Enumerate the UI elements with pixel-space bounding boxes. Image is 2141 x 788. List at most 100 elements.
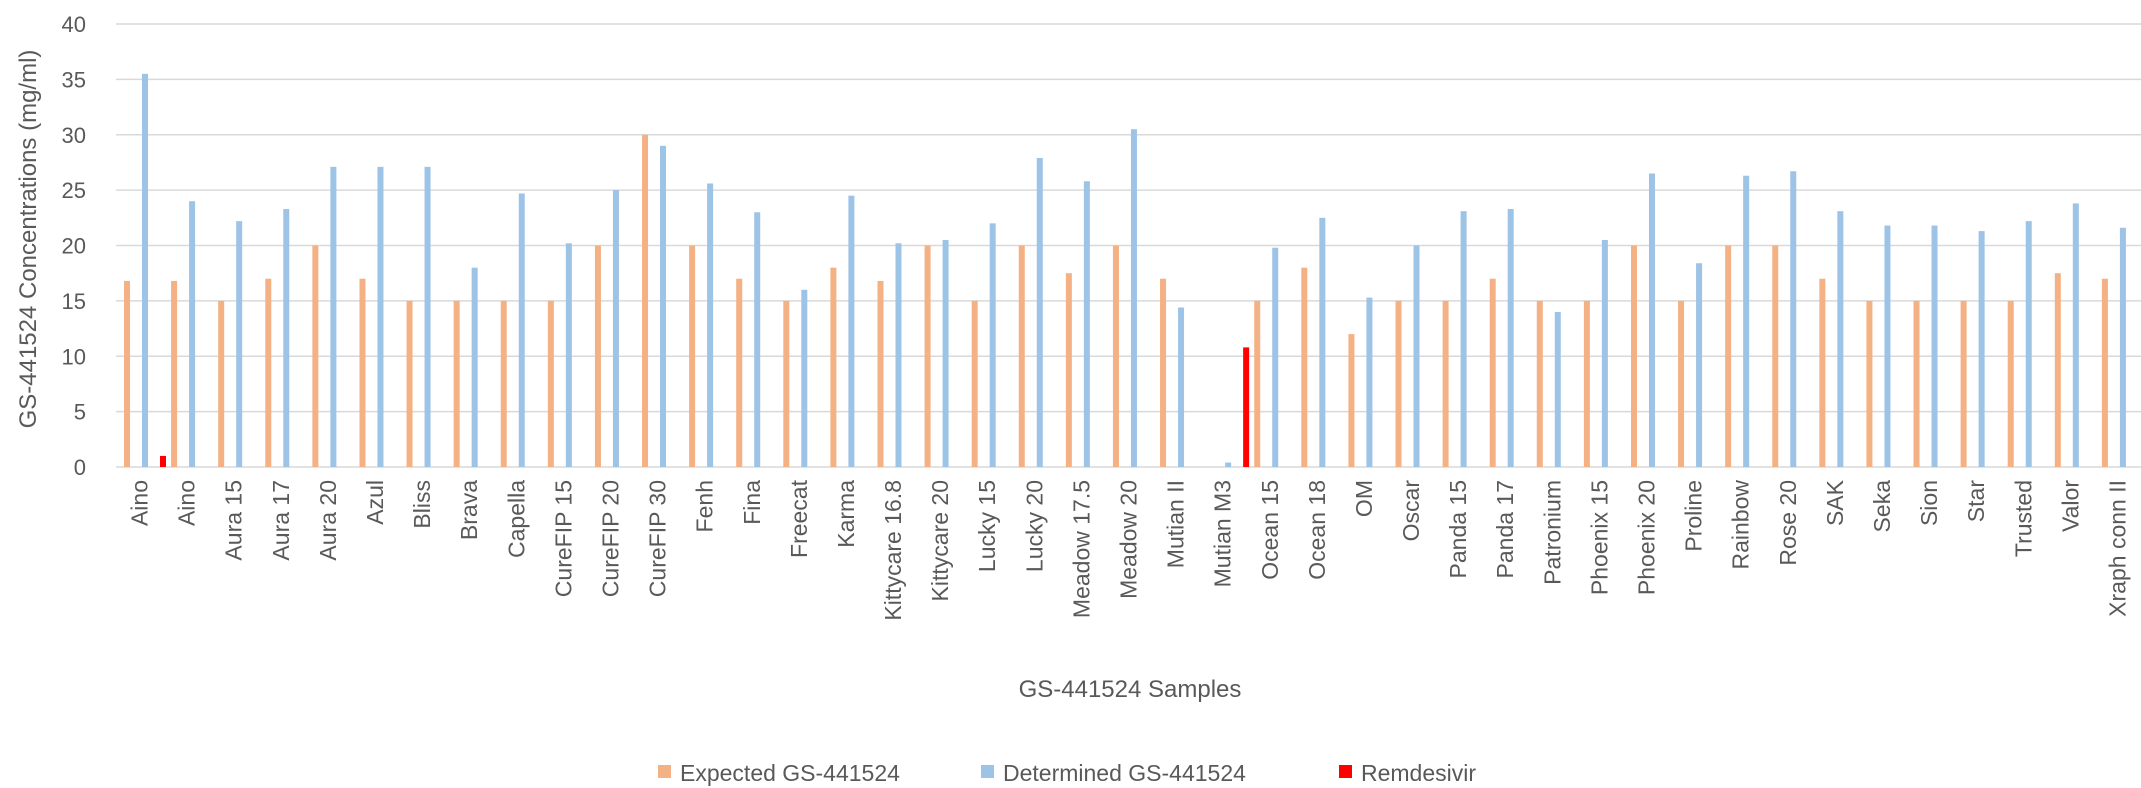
x-category-label: Panda 17	[1492, 480, 1518, 578]
bar-expected-gs-441524	[971, 300, 978, 467]
x-category-label: Aino	[127, 480, 153, 526]
bar-expected-gs-441524	[736, 278, 743, 467]
x-category-label: Mutian M3	[1210, 480, 1236, 587]
x-category-label: Meadow 17.5	[1068, 480, 1094, 618]
y-tick-label: 40	[62, 12, 86, 37]
x-category-label: Sion	[1916, 480, 1942, 526]
bar-expected-gs-441524	[265, 278, 272, 467]
bar-determined-gs-441524	[895, 243, 902, 467]
x-category-label: SAK	[1822, 479, 1848, 526]
bar-determined-gs-441524	[424, 166, 431, 467]
bar-determined-gs-441524	[518, 193, 525, 467]
bar-determined-gs-441524	[377, 166, 384, 467]
x-category-label: Star	[1963, 480, 1989, 523]
bar-determined-gs-441524	[565, 243, 572, 467]
x-category-label: Panda 15	[1445, 480, 1471, 578]
bar-determined-gs-441524	[1272, 247, 1279, 467]
x-category-label: Valor	[2057, 480, 2083, 532]
legend-label: Remdesivir	[1361, 760, 1476, 786]
y-axis-ticks: 0 5 10 15 20 25 30 35 40	[62, 12, 86, 480]
bar-expected-gs-441524	[500, 300, 507, 467]
x-category-label: Bliss	[409, 480, 435, 529]
x-category-label: Patronium	[1539, 480, 1565, 585]
y-axis-title: GS-441524 Concentrations (mg/ml)	[15, 50, 42, 429]
gridlines	[116, 23, 2141, 468]
x-category-label: Proline	[1681, 480, 1707, 552]
bar-expected-gs-441524	[1725, 245, 1732, 467]
bar-determined-gs-441524	[1366, 297, 1373, 467]
legend-swatch	[981, 765, 994, 778]
bar-expected-gs-441524	[1772, 245, 1779, 467]
x-category-label: Fina	[739, 480, 765, 525]
x-category-label: Trusted	[2010, 480, 2036, 557]
legend-label: Determined GS-441524	[1003, 760, 1246, 786]
x-category-label: Phoenix 20	[1634, 480, 1660, 595]
x-category-label: CureFIP 30	[645, 480, 671, 597]
x-category-label: Seka	[1869, 480, 1895, 533]
bar-expected-gs-441524	[783, 300, 790, 467]
y-tick-label: 15	[62, 289, 86, 314]
bar-expected-gs-441524	[2007, 300, 2014, 467]
y-tick-label: 0	[74, 455, 86, 480]
x-axis-category-labels: Aino Aino Aura 15 Aura 17 Aura 20 Azul Bliss Br…	[127, 479, 2131, 620]
bar-determined-gs-441524	[942, 239, 949, 467]
bar-determined-gs-441524	[2025, 221, 2032, 467]
bar-determined-gs-441524	[1083, 181, 1090, 467]
bar-determined-gs-441524	[1460, 211, 1467, 467]
x-category-label: Phoenix 15	[1586, 480, 1612, 595]
y-tick-label: 5	[74, 400, 86, 425]
bar-determined-gs-441524	[236, 221, 243, 467]
x-category-label: Rose 20	[1775, 480, 1801, 566]
bar-expected-gs-441524	[1866, 300, 1873, 467]
bar-expected-gs-441524	[1112, 245, 1119, 467]
bar-expected-gs-441524	[1065, 273, 1072, 467]
bar-determined-gs-441524	[1225, 462, 1232, 467]
legend-label: Expected GS-441524	[680, 760, 900, 786]
bar-determined-gs-441524	[1319, 217, 1326, 467]
bar-expected-gs-441524	[2101, 278, 2108, 467]
y-tick-label: 20	[62, 234, 86, 259]
bar-determined-gs-441524	[989, 223, 996, 467]
x-category-label: Aura 15	[221, 480, 247, 561]
y-tick-label: 10	[62, 344, 86, 369]
x-category-label: OM	[1351, 480, 1377, 517]
bar-expected-gs-441524	[1160, 278, 1167, 467]
bars	[124, 73, 2126, 468]
x-category-label: Oscar	[1398, 480, 1424, 542]
bar-determined-gs-441524	[612, 190, 619, 467]
bar-determined-gs-441524	[1837, 211, 1844, 467]
bar-determined-gs-441524	[471, 267, 478, 467]
bar-expected-gs-441524	[1018, 245, 1025, 467]
bar-expected-gs-441524	[1913, 300, 1920, 467]
bar-expected-gs-441524	[1583, 300, 1590, 467]
bar-determined-gs-441524	[1884, 225, 1891, 467]
bar-expected-gs-441524	[594, 245, 601, 467]
bar-expected-gs-441524	[1536, 300, 1543, 467]
bar-determined-gs-441524	[142, 73, 148, 468]
x-category-label: Aura 20	[315, 480, 341, 561]
bar-expected-gs-441524	[830, 267, 837, 467]
bar-determined-gs-441524	[801, 289, 808, 467]
bar-expected-gs-441524	[453, 300, 460, 467]
bar-determined-gs-441524	[1130, 129, 1137, 467]
bar-remdesivir	[1243, 347, 1250, 467]
x-category-label: CureFIP 15	[550, 480, 576, 597]
x-category-label: Kittycare 16.8	[880, 480, 906, 621]
x-category-label: CureFIP 20	[597, 480, 623, 597]
bar-determined-gs-441524	[1648, 173, 1655, 467]
x-category-label: Rainbow	[1728, 480, 1754, 570]
bar-determined-gs-441524	[2072, 203, 2079, 468]
bar-expected-gs-441524	[1254, 300, 1261, 467]
bar-expected-gs-441524	[171, 280, 178, 467]
x-category-label: Aura 17	[268, 480, 294, 561]
y-tick-label: 30	[62, 123, 86, 148]
y-tick-label: 35	[62, 67, 86, 92]
bar-determined-gs-441524	[660, 145, 667, 467]
bar-determined-gs-441524	[1931, 225, 1938, 467]
bar-expected-gs-441524	[1301, 267, 1308, 467]
y-tick-label: 25	[62, 178, 86, 203]
bar-determined-gs-441524	[1790, 171, 1797, 468]
bar-expected-gs-441524	[1395, 300, 1402, 467]
bar-expected-gs-441524	[1678, 300, 1685, 467]
